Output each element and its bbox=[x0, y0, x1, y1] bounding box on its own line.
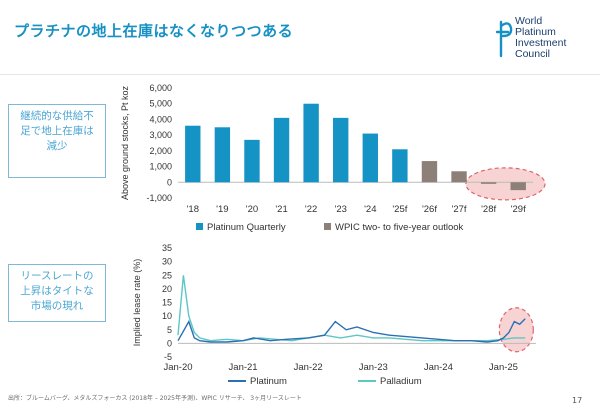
logo-line-2: Platinum bbox=[515, 26, 556, 38]
y-tick-label: 6,000 bbox=[149, 83, 172, 93]
bar-22 bbox=[303, 103, 319, 183]
x-tick-label: '26f bbox=[422, 204, 437, 215]
bar-21 bbox=[273, 117, 290, 183]
y-tick-label: 5 bbox=[167, 325, 172, 335]
bar-25f bbox=[392, 149, 408, 183]
bar-28f bbox=[480, 182, 497, 184]
side-box-2-line-2: 上昇はタイトな bbox=[20, 285, 94, 297]
y-tick-label: 3,000 bbox=[149, 130, 172, 140]
side-box-2-line-1: リースレートの bbox=[20, 270, 94, 282]
y-tick-label: 30 bbox=[162, 257, 172, 267]
x-tick-label: Jan-20 bbox=[163, 362, 192, 373]
side-box-1-line-2: 足で地上在庫は bbox=[20, 125, 94, 137]
bar-19 bbox=[214, 127, 231, 183]
bar-18 bbox=[185, 125, 201, 183]
series-line-palladium bbox=[177, 275, 526, 342]
y-tick-label: -1,000 bbox=[146, 193, 172, 203]
legend-swatch bbox=[196, 223, 203, 230]
x-tick-label: Jan-24 bbox=[424, 362, 453, 373]
bar-20 bbox=[244, 139, 260, 183]
y-tick-label: 4,000 bbox=[149, 114, 172, 124]
y-tick-label: 2,000 bbox=[149, 146, 172, 156]
legend-label: WPIC two- to five-year outlook bbox=[335, 222, 464, 233]
page-number: 17 bbox=[572, 396, 583, 405]
logo-line-1: World bbox=[515, 15, 543, 27]
side-box-stocks: 継続的な供給不 足で地上在庫は 減少 bbox=[8, 104, 106, 178]
x-tick-label: '24 bbox=[364, 204, 376, 215]
above-ground-stocks-chart: 6,000 5,000 4,000 3,000 2,000 1,000 0 -1,000 Abo… bbox=[120, 83, 546, 233]
bar-23 bbox=[333, 117, 349, 183]
x-tick-label: '18 bbox=[187, 204, 199, 215]
logo-line-4: Council bbox=[515, 48, 551, 60]
y-axis-label: Above ground stocks, Pt koz bbox=[120, 85, 130, 200]
wpic-logo: World Platinum Investment Council bbox=[495, 14, 595, 74]
highlight-ellipse bbox=[498, 307, 534, 353]
source-footer: 出所：ブルームバーグ、メタルズフォーカス (2018年 – 2025年予測)、W… bbox=[8, 395, 302, 402]
bar-27f bbox=[451, 171, 467, 183]
y-tick-label: 25 bbox=[162, 270, 172, 280]
x-tick-label: '21 bbox=[275, 204, 287, 215]
y-tick-label: 35 bbox=[162, 243, 172, 253]
x-tick-label: '20 bbox=[246, 204, 258, 215]
pt-logo-icon bbox=[495, 20, 513, 58]
x-tick-label: '19 bbox=[216, 204, 228, 215]
x-tick-label: '23 bbox=[335, 204, 347, 215]
y-tick-label: 0 bbox=[167, 177, 172, 187]
highlight-ellipse bbox=[465, 167, 546, 201]
y-tick-label: 10 bbox=[162, 311, 172, 321]
y-axis-label: Implied lease rate (%) bbox=[132, 259, 142, 347]
x-tick-label: '27f bbox=[452, 204, 467, 215]
legend-swatch bbox=[324, 223, 331, 230]
side-box-1-line-1: 継続的な供給不 bbox=[20, 110, 94, 122]
legend-label: Platinum bbox=[250, 376, 287, 387]
bar-29f bbox=[510, 182, 526, 191]
side-box-2-line-3: 市場の現れ bbox=[30, 300, 84, 312]
lease-rate-chart: 35 30 25 20 15 10 5 0 -5 Implied lease rate (%) Ja… bbox=[132, 243, 536, 387]
logo-line-3: Investment bbox=[515, 37, 567, 49]
y-tick-label: 15 bbox=[162, 298, 172, 308]
side-box-1-line-3: 減少 bbox=[46, 140, 68, 152]
y-tick-label: -5 bbox=[164, 352, 172, 362]
header-divider bbox=[0, 74, 600, 75]
x-tick-label: Jan-23 bbox=[359, 362, 388, 373]
x-tick-label: Jan-25 bbox=[489, 362, 518, 373]
y-tick-label: 5,000 bbox=[149, 99, 172, 109]
bar-26f bbox=[421, 161, 438, 183]
bar-24 bbox=[362, 133, 378, 183]
legend-label: Palladium bbox=[380, 376, 422, 387]
x-tick-label: '25f bbox=[392, 204, 407, 215]
slide-title: プラチナの地上在庫はなくなりつつある bbox=[14, 22, 294, 40]
side-box-lease: リースレートの 上昇はタイトな 市場の現れ bbox=[8, 264, 106, 322]
y-tick-label: 20 bbox=[162, 284, 172, 294]
y-tick-label: 0 bbox=[167, 338, 172, 348]
legend-label: Platinum Quarterly bbox=[207, 222, 286, 233]
series-line-platinum bbox=[177, 318, 526, 343]
x-tick-label: '22 bbox=[305, 204, 317, 215]
x-tick-label: '28f bbox=[481, 204, 496, 215]
x-tick-label: Jan-21 bbox=[229, 362, 258, 373]
y-tick-label: 1,000 bbox=[149, 162, 172, 172]
x-tick-label: Jan-22 bbox=[294, 362, 323, 373]
x-tick-label: '29f bbox=[511, 204, 526, 215]
